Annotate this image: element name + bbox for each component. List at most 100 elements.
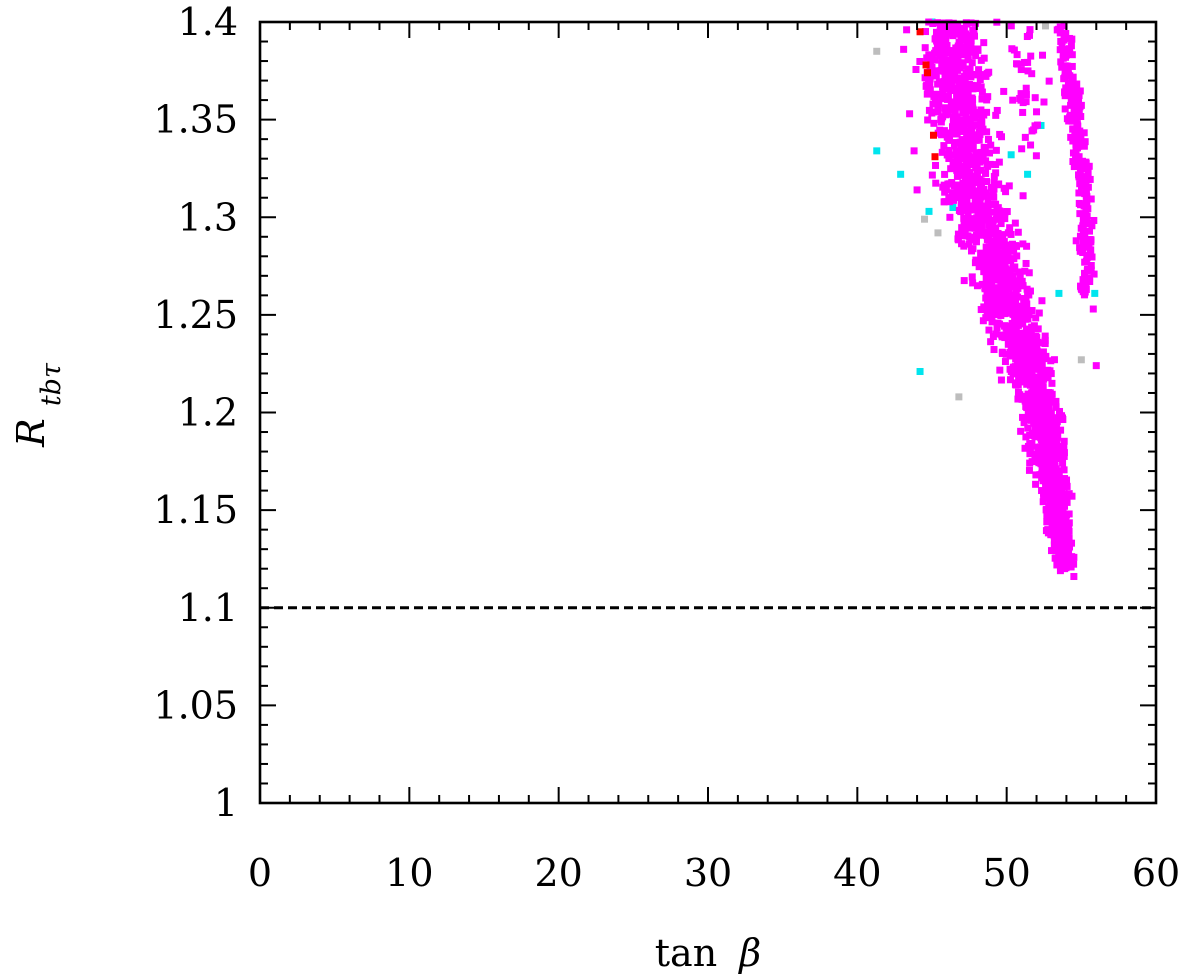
data-point [1055,471,1063,479]
data-point [1086,227,1094,235]
data-point [954,66,962,74]
data-point [1068,62,1076,70]
data-point [999,238,1007,246]
data-point [1023,33,1031,41]
data-point [983,280,991,288]
data-point [1062,564,1070,572]
data-point [968,140,976,148]
data-point [1027,141,1035,149]
data-point [1087,262,1095,270]
data-point [1034,325,1042,333]
data-point [925,207,933,215]
data-point [1039,51,1047,59]
y-tick-label: 1.15 [153,488,238,532]
data-point [1076,131,1084,139]
data-point [949,117,957,125]
data-point [943,85,951,93]
data-point [1084,183,1092,191]
data-point [1025,351,1033,359]
data-point [1023,300,1031,308]
y-tick-label: 1.05 [153,683,238,727]
data-point [953,148,961,156]
data-point [969,245,977,253]
data-point [953,172,961,180]
data-point [1068,117,1076,125]
data-point [1048,379,1056,387]
data-point [941,198,949,206]
data-point [988,225,996,233]
data-point [1024,410,1032,418]
data-point [983,209,991,217]
data-point [1076,87,1084,95]
data-point [952,28,960,36]
data-point [1009,335,1017,343]
data-point [1001,215,1009,223]
data-point [1022,315,1030,323]
data-point [949,192,957,200]
data-point [1070,91,1078,99]
data-point [1076,103,1084,111]
data-point [1033,406,1041,414]
data-point [1001,209,1009,217]
data-point [1014,284,1022,292]
data-point [940,127,948,135]
data-point [967,73,975,81]
data-point [987,310,995,318]
data-point [1000,87,1008,95]
data-point [906,110,914,118]
data-point [1055,25,1063,33]
data-point [978,95,986,103]
data-point [980,39,988,47]
data-point [1018,277,1026,285]
data-point [997,220,1005,228]
data-point [972,179,980,187]
data-point [921,44,929,52]
data-point [972,151,980,159]
data-point [1041,374,1049,382]
data-point [1022,84,1030,92]
data-point [934,104,942,112]
data-point [1060,22,1068,30]
data-point [1035,428,1043,436]
x-axis-title-text: tan [655,931,717,975]
data-point [1005,182,1013,190]
data-point [1083,252,1091,260]
data-point [970,173,978,181]
data-point [1020,295,1028,303]
data-point [1070,104,1078,112]
data-point [1032,379,1040,387]
data-point [1019,99,1027,107]
data-point [963,148,971,156]
data-point [1025,269,1033,277]
data-point [1089,305,1097,313]
data-point [932,72,940,80]
data-point [1064,90,1072,98]
data-point [944,108,952,116]
data-point [992,284,1000,292]
data-point [958,93,966,101]
data-point [954,155,962,163]
data-point [1063,115,1071,123]
data-point [1052,403,1060,411]
data-point [943,80,951,88]
data-point [897,170,905,178]
data-point [1013,329,1021,337]
data-point [1068,81,1076,89]
data-point [992,169,1000,177]
data-point [1014,395,1022,403]
data-point [926,75,934,83]
data-point [955,74,963,82]
data-point [971,259,979,267]
data-point [1030,450,1038,458]
data-point [975,202,983,210]
data-point [976,175,984,183]
data-point [971,32,978,40]
data-point [970,47,978,55]
data-point [948,85,956,93]
data-point [945,155,953,162]
data-point [1022,259,1030,267]
data-point [1002,254,1010,262]
data-point [1039,498,1047,506]
data-point [1070,163,1078,171]
data-point [928,71,936,79]
